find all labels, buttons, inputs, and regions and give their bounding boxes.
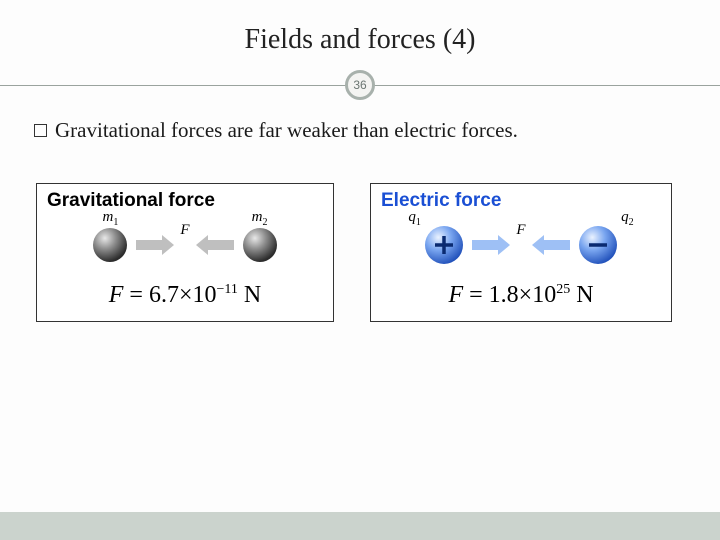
negative-charge-icon <box>576 223 620 267</box>
sphere-icon <box>90 225 130 265</box>
gravitational-diagram: m1 F m2 <box>47 218 323 272</box>
mass-2-label: m2 <box>252 209 268 228</box>
gravitational-panel: Gravitational force m1 F m2 <box>36 183 334 322</box>
slide-container: Fields and forces (4) 36 Gravitational f… <box>0 0 720 540</box>
arrow-right-icon <box>468 233 512 257</box>
sphere-icon <box>240 225 280 265</box>
electric-formula: F = 1.8×1025 N <box>381 282 661 309</box>
page-number-badge: 36 <box>345 70 375 100</box>
force-label: F <box>180 222 189 239</box>
mass-1-label: m1 <box>102 209 118 228</box>
arrow-left-icon <box>194 233 238 257</box>
mass-1: m1 <box>90 225 130 265</box>
charge-2-label: q2 <box>621 209 634 228</box>
electric-panel: Electric force q1 F <box>370 183 672 322</box>
bullet-text: Gravitational forces are far weaker than… <box>55 118 518 143</box>
divider-row: 36 <box>34 70 686 100</box>
electric-title: Electric force <box>381 190 661 212</box>
panels-row: Gravitational force m1 F m2 <box>34 183 686 322</box>
electric-diagram: q1 F q2 <box>381 218 661 272</box>
charge-1-label: q1 <box>408 209 421 228</box>
charge-2: q2 <box>576 223 620 267</box>
arrow-right-icon <box>132 233 176 257</box>
footer-bar <box>0 512 720 540</box>
square-bullet-icon <box>34 124 47 137</box>
gravitational-formula: F = 6.7×10−11 N <box>47 282 323 309</box>
gravitational-title: Gravitational force <box>47 190 323 212</box>
positive-charge-icon <box>422 223 466 267</box>
mass-2: m2 <box>240 225 280 265</box>
force-label: F <box>516 222 525 239</box>
slide-title: Fields and forces (4) <box>34 24 686 56</box>
bullet-point: Gravitational forces are far weaker than… <box>34 118 686 143</box>
arrow-left-icon <box>530 233 574 257</box>
charge-1: q1 <box>422 223 466 267</box>
